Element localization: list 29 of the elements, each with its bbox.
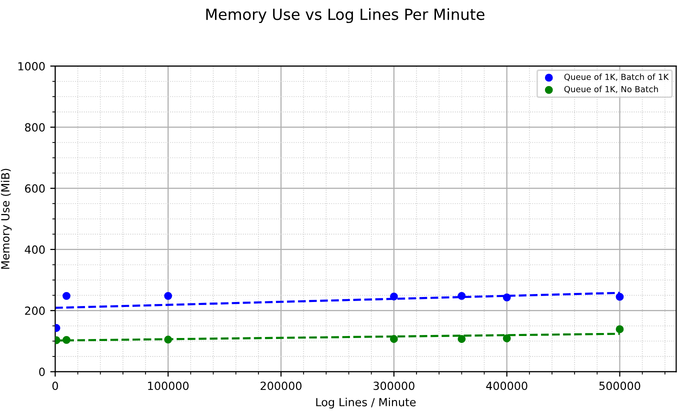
point [502, 334, 511, 342]
point [164, 292, 172, 300]
point [502, 293, 511, 302]
chart-title: Memory Use vs Log Lines Per Minute [206, 8, 484, 24]
point [616, 325, 624, 334]
y-tick-label: 0 [39, 368, 45, 376]
point [616, 292, 624, 301]
point [62, 336, 70, 344]
point [390, 292, 398, 300]
x-tick-label: 500000 [599, 382, 640, 390]
x-tick-label: 0 [52, 382, 58, 390]
point [390, 335, 398, 343]
x-tick-label: 300000 [374, 382, 414, 390]
x-axis-title: Log Lines / Minute [316, 398, 416, 408]
y-tick-label: 1000 [18, 62, 45, 70]
y-axis-title: Memory Use (MiB) [0, 168, 12, 269]
point [164, 336, 172, 344]
legend-label: Queue of 1K, Batch of 1K [564, 74, 669, 81]
y-tick-label: 600 [25, 184, 45, 193]
y-tick-label: 400 [24, 245, 45, 254]
x-tick-label: 400000 [486, 382, 528, 390]
point [458, 292, 466, 300]
x-tick-label: 100000 [148, 382, 189, 390]
point [458, 335, 466, 343]
point [62, 292, 70, 300]
legend-label: Queue of 1K, No Batch [564, 86, 658, 94]
y-tick-label: 800 [25, 123, 45, 132]
x-tick-label: 200000 [260, 382, 302, 390]
y-tick-label: 200 [25, 306, 45, 315]
